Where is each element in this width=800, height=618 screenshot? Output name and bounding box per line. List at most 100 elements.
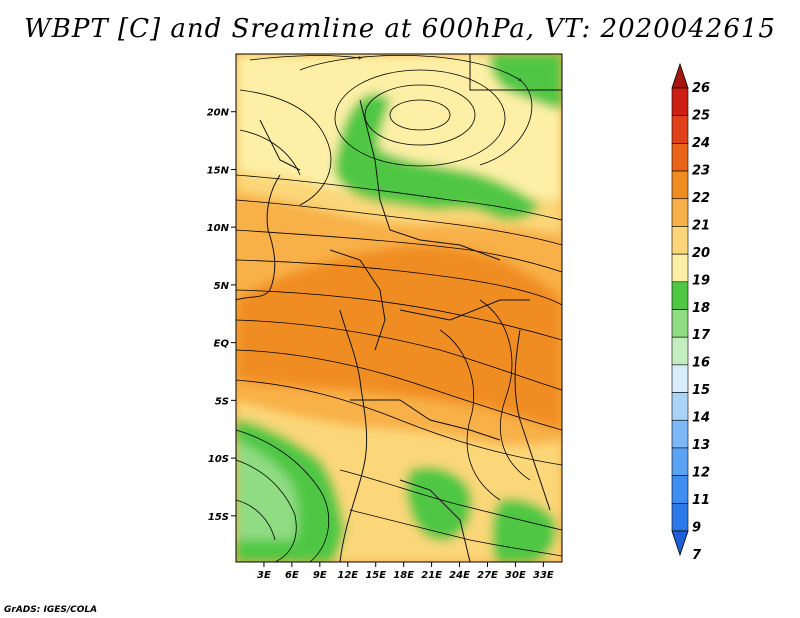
colorbar-label: 12 <box>692 466 710 481</box>
lat-tick-label: 10S <box>208 454 229 465</box>
colorbar-label: 15 <box>692 383 710 398</box>
lon-tick-label: 6E <box>285 570 299 581</box>
colorbar-segment <box>671 364 689 393</box>
colorbar-segment <box>671 170 689 200</box>
colorbar-label: 23 <box>692 163 710 178</box>
lon-tick-label: 33E <box>533 570 554 581</box>
border-northeast <box>469 54 562 91</box>
lat-tick-label: EQ <box>214 339 230 350</box>
colorbar-label: 7 <box>692 548 702 563</box>
colorbar-label: 24 <box>692 136 710 151</box>
border-central-north <box>359 99 501 261</box>
colorbar-label: 11 <box>692 493 710 508</box>
latitude-axis: 20N 15N 10N 5N EQ 5S 10S 15S <box>207 108 236 523</box>
wbpt-field-17-southeast <box>491 498 557 562</box>
streamlines <box>236 55 562 562</box>
colorbar-segment <box>671 226 689 255</box>
coastline-west-africa <box>236 174 281 301</box>
colorbar-label: 19 <box>692 273 710 288</box>
lat-tick-label: 5S <box>215 396 229 407</box>
border-central <box>329 249 386 351</box>
colorbar-label: 9 <box>692 521 701 536</box>
streamline-band-3 <box>236 229 562 273</box>
colorbar-segment <box>671 281 689 310</box>
colorbar-label: 22 <box>692 191 710 206</box>
lon-tick-label: 24E <box>449 570 470 581</box>
lon-tick-label: 30E <box>505 570 526 581</box>
streamline-sw-1 <box>236 429 330 562</box>
lon-tick-label: 9E <box>313 570 327 581</box>
streamline-south-1 <box>339 469 562 531</box>
coastline-southwest <box>339 309 368 562</box>
colorbar: 26 25 24 23 22 21 20 19 18 17 16 15 14 13 12 11 9 7 <box>671 62 711 563</box>
colorbar-bottom-arrow <box>671 530 689 557</box>
lon-tick-label: 21E <box>421 570 442 581</box>
lat-tick-label: 20N <box>207 108 230 119</box>
colorbar-label: 14 <box>692 411 710 426</box>
streamline-north-1 <box>299 55 533 166</box>
colorbar-segment <box>671 336 689 366</box>
streamline-sw-2 <box>236 459 297 562</box>
streamline-band-1 <box>236 174 562 221</box>
wbpt-field-17-northeast <box>489 54 562 110</box>
streamline-gyre-1 <box>389 99 451 131</box>
streamline-band-8 <box>236 379 562 466</box>
colorbar-segment <box>671 143 689 172</box>
colorbar-label: 18 <box>692 301 710 316</box>
colorbar-label: 21 <box>692 218 710 233</box>
streamline-east-2 <box>439 329 501 501</box>
colorbar-segment <box>671 309 689 338</box>
streamline-east-1 <box>479 299 531 481</box>
streamline-band-5 <box>236 289 562 341</box>
wbpt-field-17-north <box>334 93 540 221</box>
colorbar-segment <box>671 447 689 476</box>
streamline-band-4 <box>236 259 562 306</box>
streamline-band-2 <box>236 199 562 246</box>
grads-credit: GrADS: IGES/COLA <box>4 605 98 615</box>
lat-tick-label: 15S <box>208 512 229 523</box>
colorbar-segment <box>671 419 689 449</box>
borders <box>236 54 562 562</box>
colorbar-top-arrow <box>671 62 689 89</box>
streamline-north-2 <box>249 55 360 61</box>
border-northwest <box>259 119 301 171</box>
colorbar-segment <box>671 115 689 144</box>
longitude-axis: 3E 6E 9E 12E 15E 18E 21E 24E 27E 30E 33E <box>257 562 554 581</box>
colorbar-segment <box>671 87 689 116</box>
colorbar-segment <box>671 392 689 421</box>
colorbar-label: 26 <box>692 81 710 96</box>
lon-tick-label: 27E <box>477 570 498 581</box>
map-title: WBPT [C] and Sreamline at 600hPa, VT: 20… <box>24 14 776 44</box>
colorbar-segment <box>671 198 689 227</box>
streamline-gyre-3 <box>334 69 506 167</box>
lat-tick-label: 5N <box>214 281 230 292</box>
colorbar-segment <box>671 503 689 532</box>
streamline-sw-3 <box>236 499 276 541</box>
colorbar-label: 25 <box>692 108 710 123</box>
lon-tick-label: 12E <box>337 570 358 581</box>
streamline-gyre-2 <box>364 84 476 146</box>
wbpt-field-22-band <box>236 245 562 430</box>
border-east <box>514 329 551 511</box>
wbpt-field-19-north <box>236 54 562 205</box>
border-south-central <box>350 399 501 441</box>
border-equatorial <box>399 299 530 321</box>
wbpt-field-16-southwest <box>236 440 299 540</box>
lat-tick-label: 15N <box>207 165 230 176</box>
lon-tick-label: 15E <box>365 570 386 581</box>
colorbar-segment <box>671 475 689 504</box>
colorbar-label: 20 <box>692 246 710 261</box>
map-frame <box>235 53 563 563</box>
streamline-band-6 <box>236 319 562 391</box>
lon-tick-label: 18E <box>393 570 414 581</box>
colorbar-label: 17 <box>692 328 711 343</box>
streamline-south-2 <box>349 509 562 557</box>
lon-tick-label: 3E <box>257 570 271 581</box>
colorbar-label: 16 <box>692 356 710 371</box>
border-south <box>399 479 471 562</box>
streamline-north-3 <box>239 89 332 206</box>
lat-tick-label: 10N <box>207 223 230 234</box>
colorbar-label: 13 <box>692 438 710 453</box>
map-area <box>236 54 562 562</box>
